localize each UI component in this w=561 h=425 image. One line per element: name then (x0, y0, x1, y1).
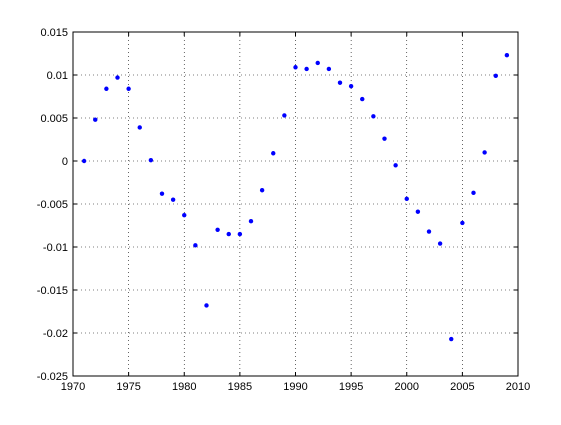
data-point (126, 86, 131, 91)
data-point (348, 83, 354, 89)
data-point (248, 219, 254, 224)
data-point (304, 66, 309, 72)
x-tick-label: 1970 (61, 381, 85, 393)
y-tick-label: -0.025 (37, 371, 68, 383)
data-points (81, 53, 510, 342)
y-tick-label: -0.02 (43, 328, 68, 340)
x-tick-label: 1980 (172, 381, 196, 393)
data-point (393, 163, 398, 168)
data-point (415, 209, 421, 214)
data-point (93, 117, 98, 122)
data-point (137, 125, 142, 130)
data-point (326, 66, 332, 72)
data-point (382, 136, 387, 141)
x-tick-label: 1995 (339, 381, 363, 393)
data-point (204, 303, 209, 308)
x-tick-label: 1975 (116, 381, 140, 393)
y-tick-label: -0.005 (37, 199, 68, 211)
data-point (159, 191, 165, 196)
y-tick-label: 0.015 (40, 27, 68, 39)
data-point (460, 220, 465, 226)
data-point (471, 190, 476, 196)
y-tick-label: 0.005 (40, 113, 68, 125)
data-point (404, 196, 409, 202)
data-point (271, 151, 276, 156)
x-tick-label: 2010 (506, 381, 530, 393)
data-point (170, 197, 176, 202)
data-point (226, 231, 231, 237)
data-point (148, 157, 154, 163)
data-point (337, 80, 343, 85)
y-tick-label: 0 (62, 156, 68, 168)
data-point (504, 53, 510, 58)
data-point (282, 113, 287, 118)
data-point (182, 212, 187, 218)
data-point (437, 241, 443, 246)
data-point (371, 114, 376, 119)
data-point (293, 65, 298, 70)
data-point (193, 243, 198, 248)
data-point (449, 336, 454, 342)
axes (72, 31, 519, 377)
data-point (115, 75, 120, 80)
y-tick-label: -0.015 (37, 285, 68, 297)
data-point (104, 86, 109, 91)
tick-labels: 1970 1975 1980 1985 1990 1995 2000 2005 2010 -0.0… (37, 27, 530, 393)
data-point (493, 73, 498, 79)
data-point (360, 96, 365, 102)
data-point (259, 188, 265, 193)
data-point (426, 229, 432, 234)
x-tick-label: 1985 (228, 381, 252, 393)
y-tick-label: -0.01 (43, 242, 68, 254)
x-tick-label: 1990 (283, 381, 307, 393)
y-tick-label: 0.01 (47, 70, 68, 82)
x-tick-label: 2000 (395, 381, 419, 393)
data-point (215, 227, 220, 232)
data-point (81, 158, 87, 164)
data-point (482, 150, 487, 155)
x-tick-label: 2005 (450, 381, 474, 393)
data-point (237, 231, 243, 237)
grid-lines (73, 32, 518, 376)
data-point (315, 60, 320, 66)
